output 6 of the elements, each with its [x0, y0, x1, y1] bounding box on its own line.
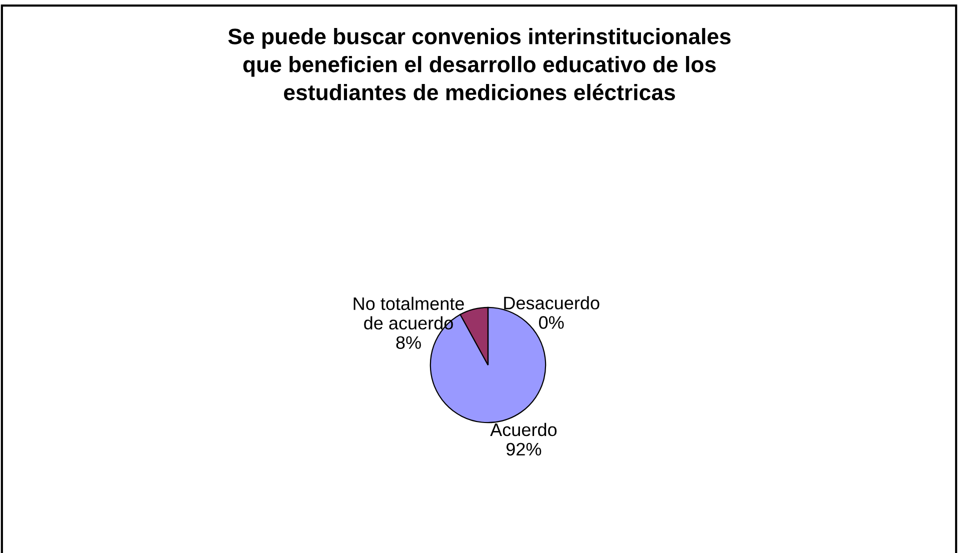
data-label: 8%	[396, 336, 421, 349]
data-label: 92%	[506, 442, 542, 456]
chart-title: Se puede buscar convenios interinstitucionales que beneficien el desarrollo educativo de los estudiantes de mediciones eléctricas	[228, 28, 731, 100]
category-label: Desacuerdo	[504, 296, 600, 310]
slice-label: Acuerdo	[490, 422, 557, 436]
text: 0%	[539, 316, 564, 329]
